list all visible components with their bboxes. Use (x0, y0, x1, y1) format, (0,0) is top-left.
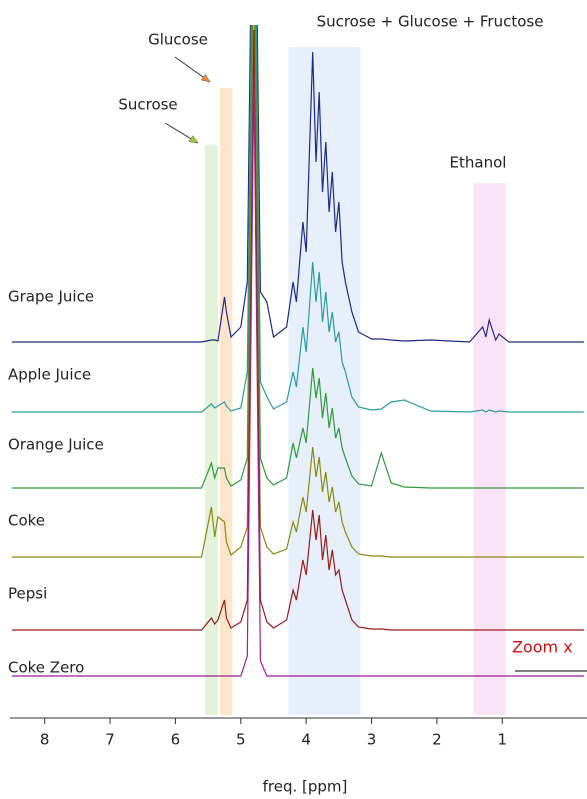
x-tick-label: 2 (432, 731, 442, 749)
region-label: Ethanol (450, 154, 507, 172)
region-band (473, 183, 506, 715)
spectra (12, 25, 584, 677)
region-label: Glucose (148, 31, 208, 49)
spectrum-line (12, 25, 584, 413)
spectrum-line (12, 25, 584, 343)
x-tick-label: 1 (498, 731, 508, 749)
x-tick-label: 6 (171, 731, 181, 749)
x-tick-label: 4 (301, 731, 311, 749)
x-axis-label: freq. [ppm] (263, 778, 348, 796)
arrow-head (200, 73, 211, 83)
spectrum-line (12, 29, 584, 631)
region-band (219, 88, 233, 715)
x-tick-label: 3 (367, 731, 377, 749)
series-label: Apple Juice (8, 366, 91, 384)
series-label: Coke (8, 512, 45, 530)
region-label: Sucrose + Glucose + Fructose (317, 13, 544, 31)
series-label: Orange Juice (8, 436, 104, 454)
series-label: Grape Juice (8, 288, 94, 306)
arrow-head (188, 135, 199, 144)
region-band (204, 145, 218, 715)
series-label: Coke Zero (8, 659, 84, 677)
zoom-label: Zoom x (512, 638, 573, 657)
labels: Sucrose Glucose Sucrose + Glucose + Fructo… (8, 13, 543, 677)
spectrum-line (12, 25, 584, 489)
x-tick-label: 5 (236, 731, 246, 749)
spectrum-line (12, 75, 584, 677)
region-label: Sucrose (118, 96, 177, 114)
series-label: Pepsi (8, 585, 47, 603)
x-tick-label: 8 (40, 731, 50, 749)
spectrum-line (12, 25, 584, 558)
x-tick-label: 7 (105, 731, 115, 749)
